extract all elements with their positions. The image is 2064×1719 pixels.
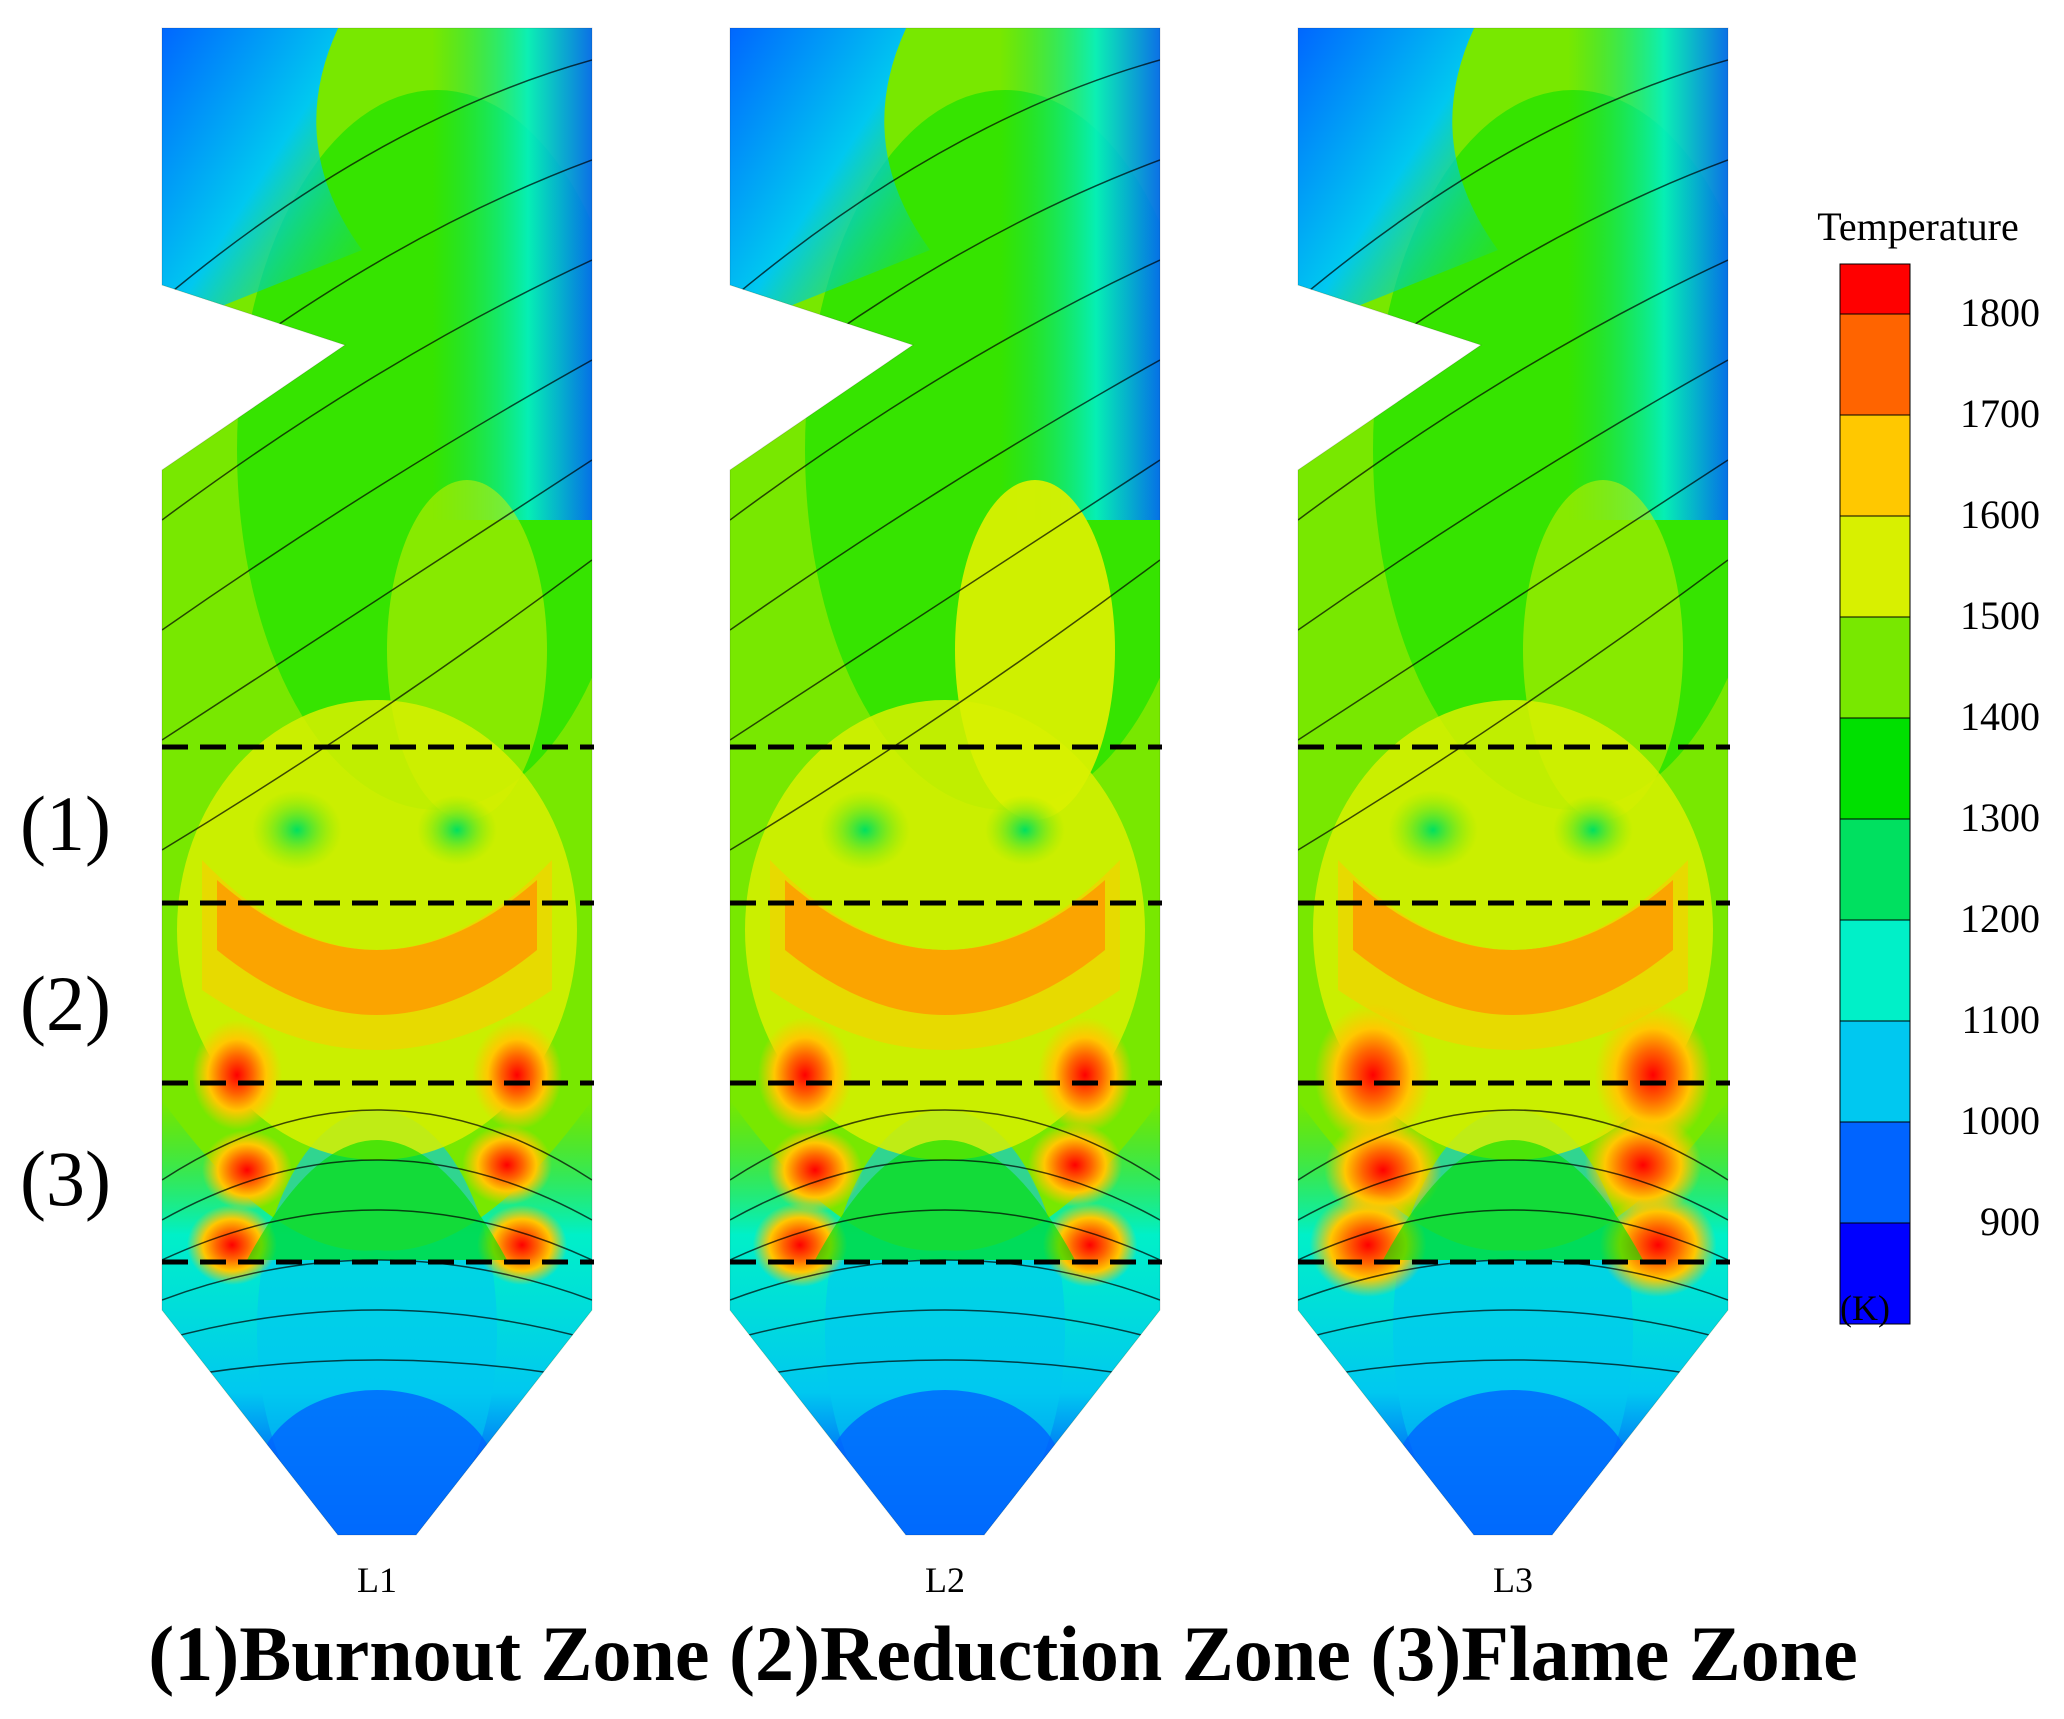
legend-swatch: [1839, 263, 1911, 315]
hot-spot: [1037, 1017, 1133, 1133]
temperature-legend: Temperature 1800 1700 1600 1500 1400 1300 1200…: [1817, 204, 2040, 1328]
legend-swatch: [1839, 616, 1911, 719]
legend-tick-label: 1400: [1960, 694, 2040, 739]
hot-spot: [767, 1128, 863, 1212]
hot-spot: [462, 1125, 552, 1205]
legend-tick-label: 1200: [1960, 896, 2040, 941]
hot-spot: [477, 1205, 567, 1285]
hot-spot: [1594, 1003, 1712, 1147]
legend-tick-label: 1100: [1961, 997, 2040, 1042]
furnace-panel-1: [162, 28, 592, 1535]
hot-spot: [202, 1130, 292, 1210]
furnace-panel-3: [1298, 28, 1728, 1535]
legend-swatch: [1839, 414, 1911, 517]
zone-marker-1: (1): [20, 780, 111, 867]
hot-spot: [472, 1020, 562, 1130]
hot-spot: [1027, 1123, 1123, 1207]
zone-marker-2: (2): [20, 960, 111, 1047]
legend-unit: (K): [1840, 1288, 1890, 1328]
panel-label-l2: L2: [925, 1560, 965, 1600]
hot-spot: [1584, 1113, 1702, 1217]
legend-swatch: [1839, 515, 1911, 618]
panel-label-l1: L1: [357, 1560, 397, 1600]
legend-swatch: [1839, 818, 1911, 921]
legend-swatch: [1839, 1222, 1911, 1325]
zone-marker-3: (3): [20, 1135, 111, 1222]
legend-tick-label: 1000: [1960, 1098, 2040, 1143]
legend-swatch: [1839, 717, 1911, 820]
panel-label-l3: L3: [1493, 1560, 1533, 1600]
legend-swatch: [1839, 1020, 1911, 1123]
hot-spot: [752, 1203, 848, 1287]
hot-spot: [187, 1205, 277, 1285]
legend-title: Temperature: [1817, 204, 2019, 249]
legend-tick-label: 1600: [1960, 492, 2040, 537]
figure-caption: (1)Burnout Zone (2)Reduction Zone (3)Fla…: [148, 1610, 1857, 1697]
legend-tick-label: 1300: [1960, 795, 2040, 840]
hot-spot: [1042, 1203, 1138, 1287]
hot-spot: [192, 1020, 282, 1130]
legend-swatch: [1839, 313, 1911, 416]
furnace-panel-2: [730, 28, 1160, 1535]
legend-tick-label: 900: [1980, 1199, 2040, 1244]
legend-swatch: [1839, 1121, 1911, 1224]
hot-spot: [757, 1017, 853, 1133]
legend-tick-label: 1800: [1960, 290, 2040, 335]
legend-tick-label: 1500: [1960, 593, 2040, 638]
hot-spot: [1314, 1003, 1432, 1147]
legend-tick-label: 1700: [1960, 391, 2040, 436]
legend-swatch: [1839, 919, 1911, 1022]
